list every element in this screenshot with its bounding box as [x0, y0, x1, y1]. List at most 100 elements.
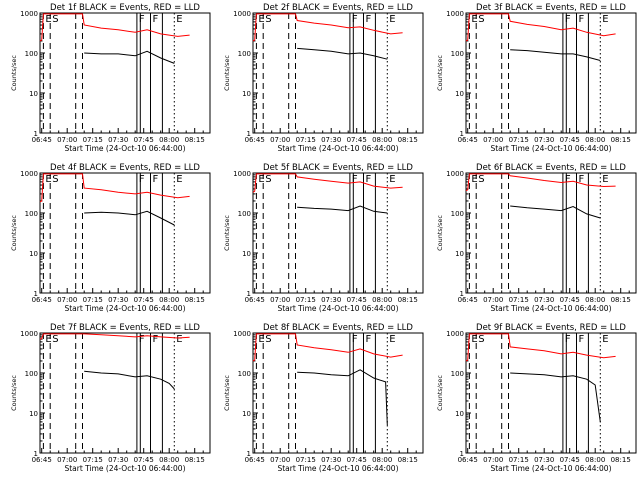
- plot-frame: [465, 172, 637, 294]
- x-tick-label: 07:45: [134, 296, 154, 304]
- x-axis-label: Start Time (24-Oct-10 06:44:00): [490, 304, 611, 313]
- x-tick-label: 08:00: [585, 136, 605, 144]
- lld-series-line: [39, 333, 190, 340]
- event-marker-label: E: [45, 174, 51, 185]
- plot-frame: [465, 12, 637, 134]
- x-tick-label: 06:45: [458, 136, 478, 144]
- plot-title: Det 7f BLACK = Events, RED = LLD: [50, 323, 200, 333]
- lld-series-line: [252, 13, 403, 42]
- y-tick-label: 1000: [233, 10, 251, 18]
- x-axis-label: Start Time (24-Oct-10 06:44:00): [64, 304, 185, 313]
- x-tick-label: 08:00: [159, 456, 179, 464]
- lld-series-line: [465, 13, 616, 42]
- x-tick-label: 07:30: [108, 136, 128, 144]
- plot-title: Det 9f BLACK = Events, RED = LLD: [476, 323, 626, 333]
- x-tick-label: 07:15: [296, 136, 316, 144]
- events-series-line: [297, 47, 388, 60]
- x-tick-label: 07:45: [560, 456, 580, 464]
- event-marker-label: F: [153, 174, 159, 185]
- x-tick-label: 07:15: [509, 456, 529, 464]
- event-marker-label: E: [258, 14, 264, 25]
- y-tick-label: 1000: [20, 10, 38, 18]
- lld-series-line: [252, 333, 403, 362]
- x-tick-label: 07:00: [483, 136, 503, 144]
- event-marker-label: F: [366, 174, 372, 185]
- event-marker-label: F: [139, 14, 145, 25]
- lld-series-line: [465, 173, 616, 192]
- plot-title: Det 8f BLACK = Events, RED = LLD: [263, 323, 413, 333]
- events-series-line: [510, 372, 601, 422]
- x-axis-label: Start Time (24-Oct-10 06:44:00): [277, 464, 398, 473]
- events-series-line: [84, 210, 175, 226]
- y-tick-label: 1000: [20, 330, 38, 338]
- event-marker-label: F: [579, 174, 585, 185]
- event-marker-label: S: [52, 174, 58, 185]
- event-marker-label: E: [176, 14, 182, 25]
- events-series-line: [297, 369, 388, 426]
- event-marker-label: S: [478, 334, 484, 345]
- y-tick-label: 1: [460, 450, 464, 458]
- y-tick-label: 100: [238, 210, 251, 218]
- y-axis-label: Counts/sec: [436, 55, 444, 91]
- lld-series-line: [39, 13, 190, 42]
- x-tick-label: 07:00: [270, 456, 290, 464]
- x-tick-label: 06:45: [32, 296, 52, 304]
- y-tick-label: 1: [247, 290, 251, 298]
- x-tick-label: 07:30: [321, 296, 341, 304]
- lld-series-line: [252, 173, 403, 193]
- y-axis-label: Counts/sec: [223, 375, 231, 411]
- y-axis-label: Counts/sec: [223, 55, 231, 91]
- event-marker-label: E: [45, 14, 51, 25]
- x-tick-label: 06:45: [32, 456, 52, 464]
- y-tick-label: 1: [460, 130, 464, 138]
- y-tick-label: 1: [34, 450, 38, 458]
- x-axis-label: Start Time (24-Oct-10 06:44:00): [277, 144, 398, 153]
- x-tick-label: 07:15: [509, 136, 529, 144]
- event-marker-label: E: [258, 174, 264, 185]
- y-tick-label: 10: [455, 90, 464, 98]
- x-tick-label: 07:30: [108, 296, 128, 304]
- x-tick-label: 07:15: [296, 456, 316, 464]
- y-tick-label: 1000: [446, 170, 464, 178]
- y-tick-label: 1000: [233, 170, 251, 178]
- x-tick-label: 07:45: [134, 456, 154, 464]
- x-tick-label: 08:00: [159, 296, 179, 304]
- plot-frame: [252, 12, 424, 134]
- event-marker-label: F: [352, 14, 358, 25]
- y-tick-label: 10: [242, 250, 251, 258]
- event-marker-label: F: [565, 14, 571, 25]
- x-tick-label: 07:15: [83, 456, 103, 464]
- x-tick-label: 07:30: [321, 136, 341, 144]
- event-marker-label: E: [471, 14, 477, 25]
- event-marker-label: E: [389, 14, 395, 25]
- x-axis-label: Start Time (24-Oct-10 06:44:00): [277, 304, 398, 313]
- plot-title: Det 6f BLACK = Events, RED = LLD: [476, 163, 626, 173]
- event-marker-label: S: [265, 174, 271, 185]
- plot-title: Det 5f BLACK = Events, RED = LLD: [263, 163, 413, 173]
- y-tick-label: 100: [451, 370, 464, 378]
- x-tick-label: 07:30: [534, 136, 554, 144]
- y-tick-label: 100: [238, 370, 251, 378]
- y-tick-label: 10: [455, 250, 464, 258]
- x-tick-label: 07:45: [560, 296, 580, 304]
- y-tick-label: 10: [29, 250, 38, 258]
- plot-panel-4: Det 4f BLACK = Events, RED = LLD 1 10 100 10…: [10, 163, 211, 313]
- events-series-line: [510, 49, 601, 61]
- x-tick-label: 08:00: [372, 136, 392, 144]
- lld-series-line: [39, 173, 190, 203]
- event-marker-label: S: [52, 14, 58, 25]
- event-marker-label: E: [602, 334, 608, 345]
- y-axis-label: Counts/sec: [10, 215, 18, 251]
- event-marker-label: E: [45, 334, 51, 345]
- event-marker-label: F: [565, 174, 571, 185]
- plot-title: Det 1f BLACK = Events, RED = LLD: [50, 3, 200, 13]
- plot-panel-9: Det 9f BLACK = Events, RED = LLD 1 10 100 10…: [436, 323, 637, 473]
- event-marker-label: F: [139, 174, 145, 185]
- x-tick-label: 07:00: [57, 296, 77, 304]
- event-marker-label: F: [366, 14, 372, 25]
- plot-panel-7: Det 7f BLACK = Events, RED = LLD 1 10 100 10…: [10, 323, 211, 473]
- x-tick-label: 06:45: [458, 296, 478, 304]
- event-marker-label: E: [258, 334, 264, 345]
- x-tick-label: 08:00: [585, 296, 605, 304]
- plot-panel-6: Det 6f BLACK = Events, RED = LLD 1 10 100 10…: [436, 163, 637, 313]
